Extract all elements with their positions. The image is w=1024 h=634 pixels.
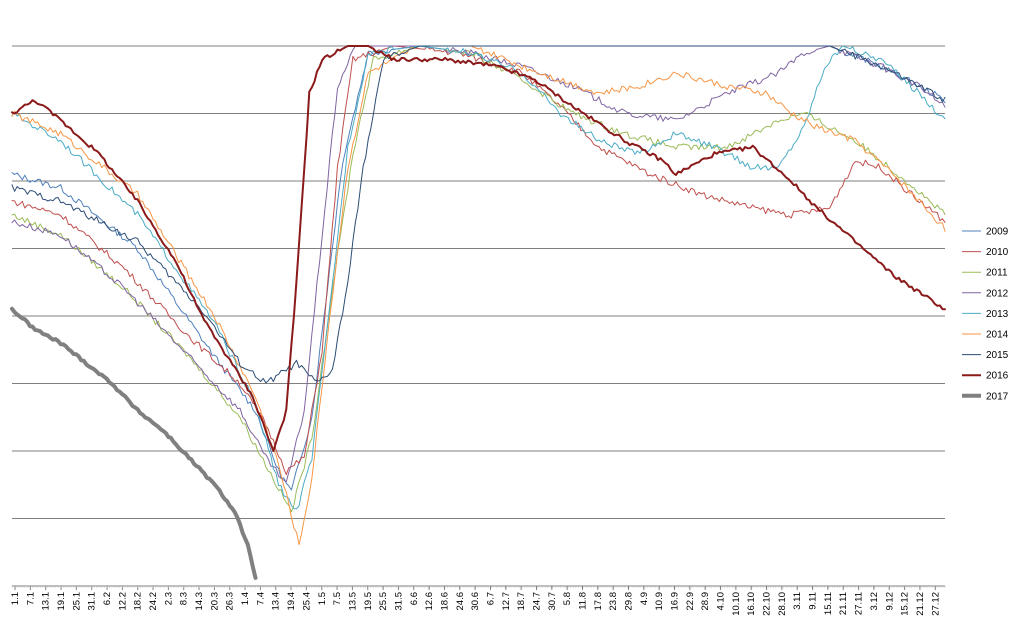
x-tick-label: 9.12 bbox=[884, 592, 895, 611]
x-tick-label: 30.6 bbox=[470, 592, 481, 611]
x-tick-label: 16.9 bbox=[670, 592, 681, 611]
series-line-2010 bbox=[11, 45, 946, 476]
x-tick-label: 22.9 bbox=[685, 592, 696, 611]
x-tick-label: 1.4 bbox=[240, 592, 251, 605]
x-tick-label: 16.10 bbox=[746, 592, 757, 616]
x-tick-label: 28.10 bbox=[777, 592, 788, 616]
x-tick-label: 23.8 bbox=[608, 592, 619, 611]
x-tick-label: 7.5 bbox=[332, 592, 343, 605]
series-line-2017 bbox=[10, 306, 258, 580]
series-line-2016 bbox=[11, 45, 946, 453]
x-tick-label: 4.9 bbox=[639, 592, 650, 605]
x-tick-label: 25.5 bbox=[378, 592, 389, 611]
x-tick-label: 24.7 bbox=[531, 592, 542, 611]
x-tick-label: 10.10 bbox=[731, 592, 742, 616]
x-tick-label: 29.8 bbox=[624, 592, 635, 611]
legend-label-2017: 2017 bbox=[986, 391, 1009, 402]
x-tick-label: 17.8 bbox=[593, 592, 604, 611]
x-tick-label: 6.2 bbox=[102, 592, 113, 605]
series-layer bbox=[10, 45, 946, 580]
x-tick-label: 12.6 bbox=[424, 592, 435, 611]
x-tick-label: 13.4 bbox=[271, 592, 282, 611]
legend-label-2012: 2012 bbox=[986, 288, 1009, 299]
x-tick-label: 30.7 bbox=[547, 592, 558, 611]
x-tick-label: 31.5 bbox=[393, 592, 404, 611]
x-tick-label: 9.11 bbox=[808, 592, 819, 610]
legend-label-2009: 2009 bbox=[986, 227, 1009, 238]
x-tick-label: 13.1 bbox=[41, 592, 52, 611]
x-tick-label: 4.10 bbox=[716, 592, 727, 611]
x-tick-label: 18.2 bbox=[133, 592, 144, 611]
x-tick-label: 8.3 bbox=[179, 592, 190, 605]
x-tick-label: 2.3 bbox=[163, 592, 174, 605]
x-tick-label: 13.5 bbox=[347, 592, 358, 611]
legend-label-2016: 2016 bbox=[986, 371, 1009, 382]
x-tick-label: 18.7 bbox=[516, 592, 527, 611]
x-tick-label: 11.8 bbox=[577, 592, 588, 610]
x-tick-label: 25.1 bbox=[71, 592, 82, 611]
series-line-2015 bbox=[11, 45, 946, 384]
x-tick-label: 7.1 bbox=[25, 592, 36, 605]
x-tick-label: 6.7 bbox=[485, 592, 496, 605]
x-tick-label: 1.5 bbox=[317, 592, 328, 605]
x-tick-label: 15.11 bbox=[823, 592, 834, 615]
series-line-2013 bbox=[11, 45, 946, 510]
series-line-2014 bbox=[11, 45, 946, 546]
x-tick-label: 24.6 bbox=[455, 592, 466, 611]
x-tick-label: 20.3 bbox=[209, 592, 220, 611]
x-tick-label: 15.12 bbox=[900, 592, 911, 616]
x-tick-label: 6.6 bbox=[409, 592, 420, 605]
legend-label-2010: 2010 bbox=[986, 247, 1009, 258]
x-tick-label: 22.10 bbox=[762, 592, 773, 616]
x-tick-label: 7.4 bbox=[255, 592, 266, 605]
x-tick-label: 26.3 bbox=[225, 592, 236, 611]
x-tick-label: 19.1 bbox=[56, 592, 67, 611]
legend: 2009 2010 2011 2012 2013 2014 2015 2016 2017 bbox=[962, 227, 1009, 402]
x-tick-label: 24.2 bbox=[148, 592, 159, 611]
x-tick-label: 5.8 bbox=[562, 592, 573, 605]
series-line-2012 bbox=[11, 45, 946, 483]
x-tick-label: 25.4 bbox=[301, 592, 312, 611]
legend-label-2011: 2011 bbox=[986, 268, 1008, 279]
legend-label-2013: 2013 bbox=[986, 309, 1009, 320]
x-tick-label: 12.2 bbox=[117, 592, 128, 611]
series-line-2011 bbox=[11, 45, 946, 513]
x-tick-label: 27.11 bbox=[854, 592, 865, 615]
x-tick-label: 28.9 bbox=[700, 592, 711, 611]
x-tick-label: 31.1 bbox=[87, 592, 98, 611]
x-tick-label: 27.12 bbox=[930, 592, 941, 616]
x-tick-label: 12.7 bbox=[501, 592, 512, 611]
x-tick-label: 3.11 bbox=[792, 592, 803, 610]
x-tick-label: 21.11 bbox=[838, 592, 849, 615]
x-axis: 1.1 7.1 13.1 19.1 25.1 31.1 6.2 12.2 18.2 24.2 2.3… bbox=[10, 585, 946, 616]
x-tick-label: 14.3 bbox=[194, 592, 205, 611]
legend-label-2015: 2015 bbox=[986, 350, 1009, 361]
x-tick-label: 19.4 bbox=[286, 592, 297, 611]
x-tick-label: 19.5 bbox=[363, 592, 374, 611]
x-tick-label: 10.9 bbox=[654, 592, 665, 611]
x-tick-label: 18.6 bbox=[439, 592, 450, 611]
legend-label-2014: 2014 bbox=[986, 330, 1009, 341]
x-tick-label: 21.12 bbox=[915, 592, 926, 616]
x-tick-label: 1.1 bbox=[10, 592, 21, 605]
x-tick-label: 3.12 bbox=[869, 592, 880, 611]
